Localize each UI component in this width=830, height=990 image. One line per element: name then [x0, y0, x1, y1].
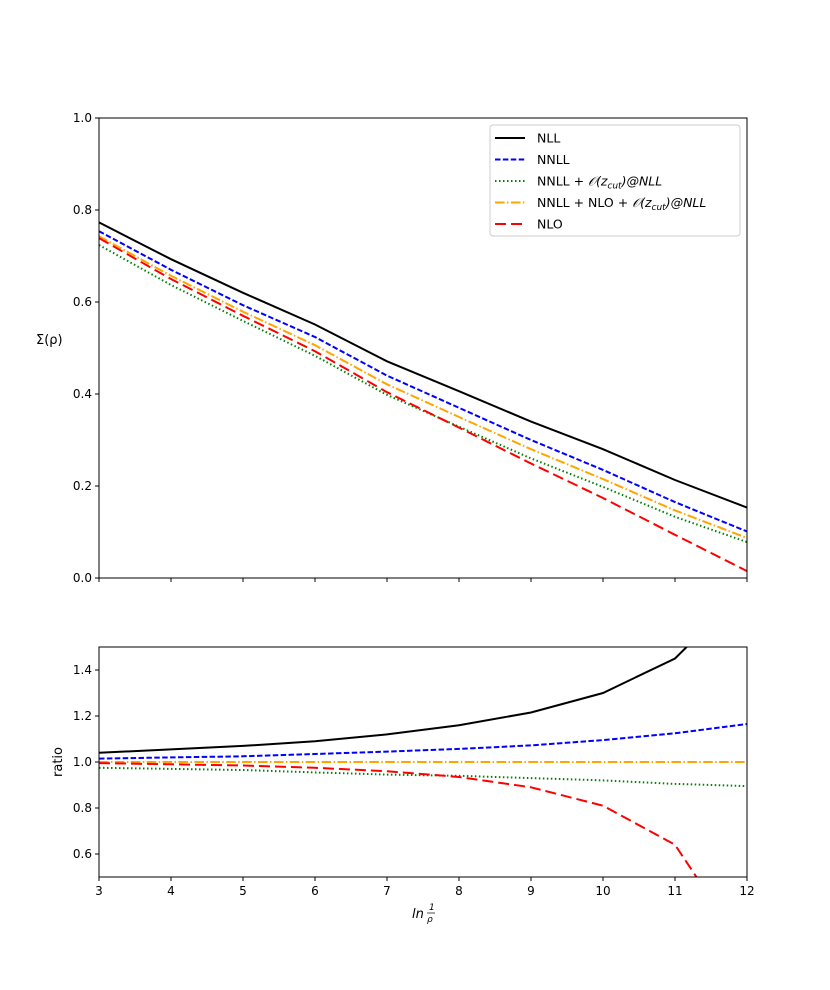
series-line-nnll: [99, 230, 747, 533]
legend-item: NNLL: [495, 152, 570, 167]
x-axis-label-numerator: 1: [429, 903, 435, 913]
legend-frame: [489, 124, 741, 237]
x-axis-label-base: ln: [412, 907, 424, 922]
y-tick-label: 0.0: [73, 571, 92, 585]
x-axis-label-denominator: ρ: [427, 915, 433, 925]
y-axis-label-ratio: ratio: [51, 747, 66, 777]
series-line-nlo: [99, 237, 747, 572]
series-group: [99, 221, 747, 572]
legend-item: NNLL + NLO + 𝒪(zcut)@NLL: [495, 195, 706, 213]
y-tick-label: 1.2: [73, 709, 92, 723]
legend-label: NLO: [537, 217, 563, 232]
legend-item: NNLL + 𝒪(zcut)@NLL: [495, 174, 662, 192]
legend-label: NNLL + NLO + 𝒪(zcut)@NLL: [537, 195, 706, 213]
y-tick-label: 1.0: [73, 111, 92, 125]
y-tick-label: 0.8: [73, 801, 92, 815]
legend: NLL NNLL NNLL + 𝒪(zcut)@NLL NNLL + NLO + 𝒪(…: [489, 124, 741, 237]
y-tick-label: 0.4: [73, 387, 92, 401]
legend-label: NNLL + 𝒪(zcut)@NLL: [537, 174, 662, 192]
series-line-nll: [99, 221, 747, 509]
axes-frame: [98, 117, 748, 579]
series-group: [99, 647, 747, 877]
series-line-nlo: [99, 762, 698, 877]
x-tick-label: 6: [311, 884, 319, 898]
series-line-nnll-z-cut-nll: [99, 766, 747, 788]
x-tick-label: 11: [667, 884, 682, 898]
y-axis-label-main: Σ(ρ): [36, 333, 63, 348]
x-tick-label: 3: [95, 884, 103, 898]
y-tick-label: 1.4: [73, 663, 92, 677]
series-line-nnll-z-cut-nll: [99, 244, 747, 544]
y-tick-label: 0.6: [73, 295, 92, 309]
x-tick-label: 5: [239, 884, 247, 898]
legend-label: NLL: [537, 131, 560, 146]
legend-item: NLO: [495, 217, 563, 232]
main-panel: 0.0 0.2 0.4 0.6 0.8 1.0 NLL NNLL NNLL + 𝒪(zcut)@…: [73, 111, 748, 585]
ratio-panel: 3 4 5 6 7 8 9 10 11 12 0.6 0.8 1.0 1.2 1.4: [73, 646, 755, 898]
y-tick-label: 0.2: [73, 479, 92, 493]
y-tick-label: 0.8: [73, 203, 92, 217]
y-tick-label: 0.6: [73, 847, 92, 861]
x-axis-label: ln 1 ρ: [412, 903, 435, 925]
x-tick-label: 10: [595, 884, 610, 898]
x-tick-label: 4: [167, 884, 175, 898]
series-line-nnll: [99, 723, 747, 760]
x-tick-label: 7: [383, 884, 391, 898]
x-tick-label: 8: [455, 884, 463, 898]
y-tick-label: 1.0: [73, 755, 92, 769]
legend-label: NNLL: [537, 152, 570, 167]
series-line-nnll-nlo-z-cut-nll: [99, 235, 747, 539]
x-tick-label: 12: [739, 884, 754, 898]
x-tick-label: 9: [527, 884, 535, 898]
series-line-nll: [99, 647, 689, 754]
legend-item: NLL: [495, 131, 560, 146]
